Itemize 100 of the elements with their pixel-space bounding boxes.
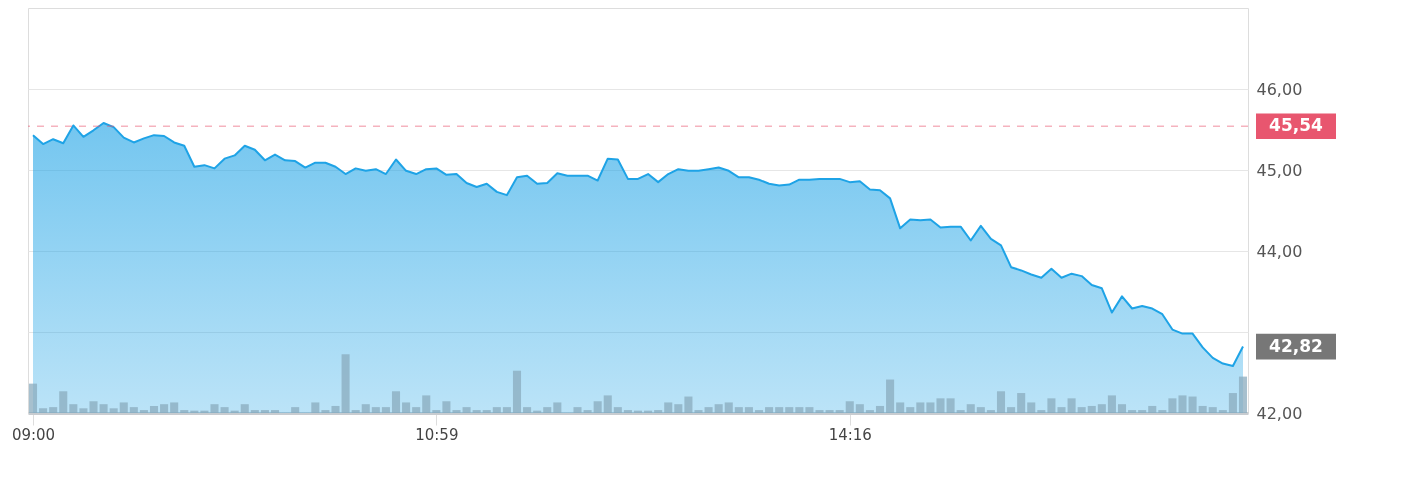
bar [149,405,159,413]
bar [341,354,350,413]
bar [59,391,68,413]
bar [422,395,431,413]
bar [724,402,733,413]
bar [28,383,38,413]
bar [1037,410,1046,413]
bar [1218,410,1227,413]
bar [966,404,975,413]
bar [855,404,864,413]
bar [785,407,794,413]
bar [270,410,280,413]
bar [744,407,753,413]
bar [1067,398,1076,413]
bar [512,370,522,413]
bar [754,410,764,413]
bar [129,407,138,413]
bar [381,407,390,413]
bar [170,402,179,413]
bar [775,407,784,413]
bar [825,410,834,413]
bar [886,379,895,413]
bar [936,398,945,413]
bar [573,407,582,413]
bar [603,395,612,413]
bar [613,407,622,413]
bar [180,410,189,413]
bar [49,407,58,413]
bar [523,407,532,413]
bar [351,410,360,413]
bar [472,410,481,413]
bar [391,391,401,413]
bar [986,410,995,413]
bar [79,408,88,413]
bar [805,407,814,413]
bar [502,407,511,413]
bar [1138,410,1147,413]
bar [976,407,985,413]
y-tick-label: 46,00 [1256,79,1303,99]
bar [896,402,905,413]
bar [1097,404,1106,413]
bar [1238,376,1248,413]
bar [240,404,249,413]
bar [1007,407,1016,413]
bar [1077,407,1086,413]
bar [89,401,98,413]
bar [845,401,854,413]
bar [412,407,421,413]
bar [371,407,380,413]
bar [1158,410,1167,413]
bar [39,408,48,413]
bar [1057,407,1066,413]
bar [139,410,148,413]
bar [432,410,441,413]
bar [1087,405,1096,413]
bar [835,410,844,413]
bar [1027,402,1036,413]
bar [1107,395,1116,413]
y-tick-label: 45,00 [1256,160,1303,180]
bar [815,410,824,413]
bar [311,402,320,413]
bar [1198,405,1207,413]
bar [865,410,874,413]
bar [1178,395,1187,413]
bar [664,402,673,413]
bar [765,407,774,413]
bar [291,407,300,413]
bar [250,410,259,413]
bar [482,410,491,413]
bar [583,410,592,413]
bar [1148,405,1157,413]
bar [704,407,713,413]
bar [946,398,955,413]
bar [543,407,552,413]
bar [462,407,471,413]
text: 42,82 [1269,335,1323,356]
bar [220,407,229,413]
bar [1228,393,1237,413]
bar [926,402,935,413]
bar [623,410,632,413]
bar [593,401,602,413]
bar [260,410,269,413]
bar [875,405,885,413]
bar [119,402,128,413]
y-tick-label: 44,00 [1256,241,1303,261]
bar [553,402,562,413]
bar [795,407,804,413]
bar [402,402,411,413]
bar [654,410,663,413]
bar [69,404,78,413]
bar [916,402,925,413]
bar [331,405,340,413]
bar [321,410,330,413]
bar [1128,410,1137,413]
bar [906,407,915,413]
x-tick-label: 09:00 [11,425,56,444]
bar [684,396,693,413]
bar [694,410,703,413]
ref-line-label: 45,54 [1269,115,1324,136]
bar [361,404,370,413]
